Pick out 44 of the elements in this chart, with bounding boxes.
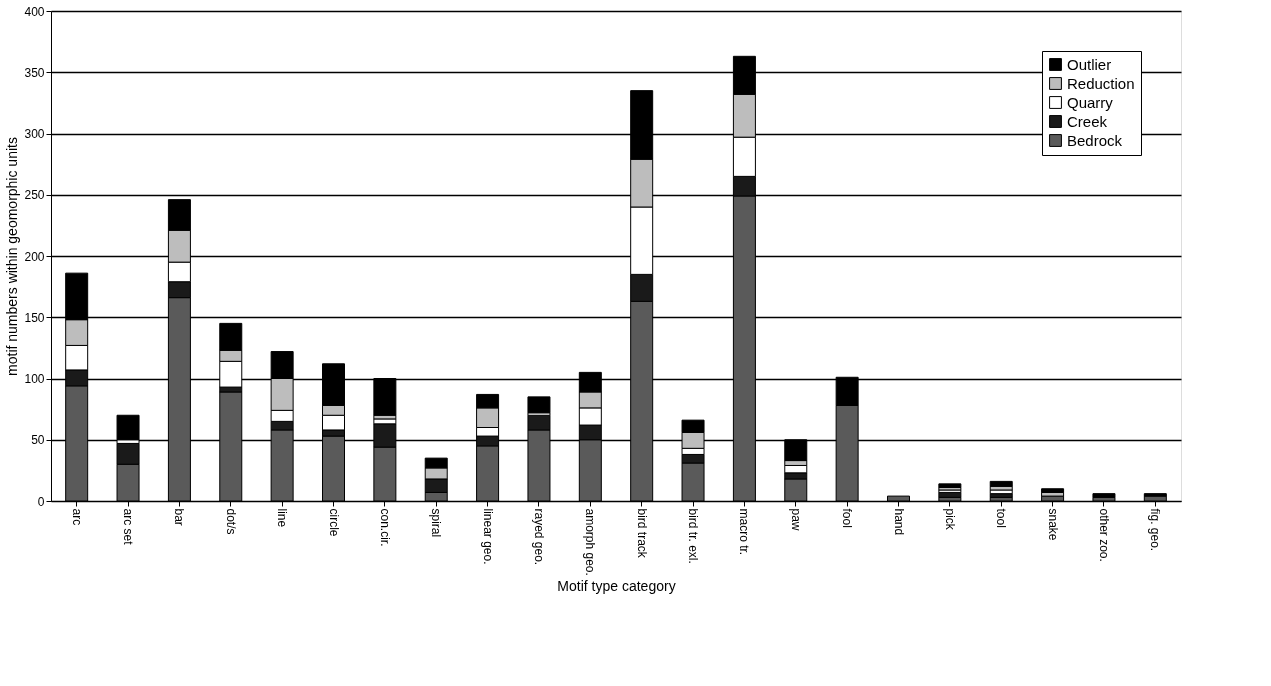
x-tick-label: linear geo. <box>480 508 495 565</box>
x-tick-label: pick <box>942 508 957 531</box>
x-tick-label: amorph geo. <box>583 508 598 576</box>
bar <box>1092 493 1116 498</box>
legend-label: Creek <box>1067 112 1108 130</box>
legend-label: Reduction <box>1067 74 1135 92</box>
bar <box>1041 488 1065 493</box>
x-tick-label: bird track <box>634 508 649 559</box>
x-tick-label: paw <box>788 508 803 531</box>
x-tick-label: fig. geo. <box>1148 508 1163 552</box>
x-tick-label: arc set <box>121 508 136 546</box>
bar <box>527 396 551 414</box>
legend-label: Bedrock <box>1067 131 1123 149</box>
legend-label: Quarry <box>1067 93 1114 111</box>
y-tick-label: 150 <box>24 310 45 325</box>
x-tick-label: con.cir. <box>377 508 392 547</box>
y-tick-label: 350 <box>24 65 45 80</box>
x-axis-title: Motif type category <box>557 577 676 594</box>
x-tick-label: spiral <box>429 508 444 538</box>
y-tick-label: 250 <box>24 188 45 203</box>
bar <box>116 414 140 441</box>
y-axis-title: motif numbers within geomorphic units <box>4 137 21 376</box>
y-tick-label: 400 <box>24 4 45 19</box>
x-tick-label: arc <box>69 508 84 526</box>
x-tick-label: macro tr. <box>737 508 752 556</box>
x-tick-label: snake <box>1045 508 1060 541</box>
y-tick-label: 50 <box>31 433 45 448</box>
x-tick-label: bird tr. exl. <box>686 508 701 564</box>
x-tick-label: tool <box>994 508 1009 528</box>
x-tick-label: hand <box>891 508 906 536</box>
y-tick-label: 0 <box>37 494 45 509</box>
bar <box>989 480 1013 487</box>
y-tick-label: 200 <box>24 249 45 264</box>
y-tick-label: 300 <box>24 127 45 141</box>
x-tick-label: fool <box>840 508 855 528</box>
x-tick-label: line <box>275 508 290 528</box>
x-tick-label: rayed geo. <box>531 508 546 566</box>
y-tick-label: 100 <box>24 372 45 386</box>
bar <box>938 483 962 489</box>
x-tick-label: bar <box>172 508 187 526</box>
x-tick-label: other zoo. <box>1096 508 1111 562</box>
legend-label: Outlier <box>1067 55 1112 73</box>
x-tick-label: circle <box>326 508 341 537</box>
x-tick-label: dot/s <box>223 508 238 535</box>
